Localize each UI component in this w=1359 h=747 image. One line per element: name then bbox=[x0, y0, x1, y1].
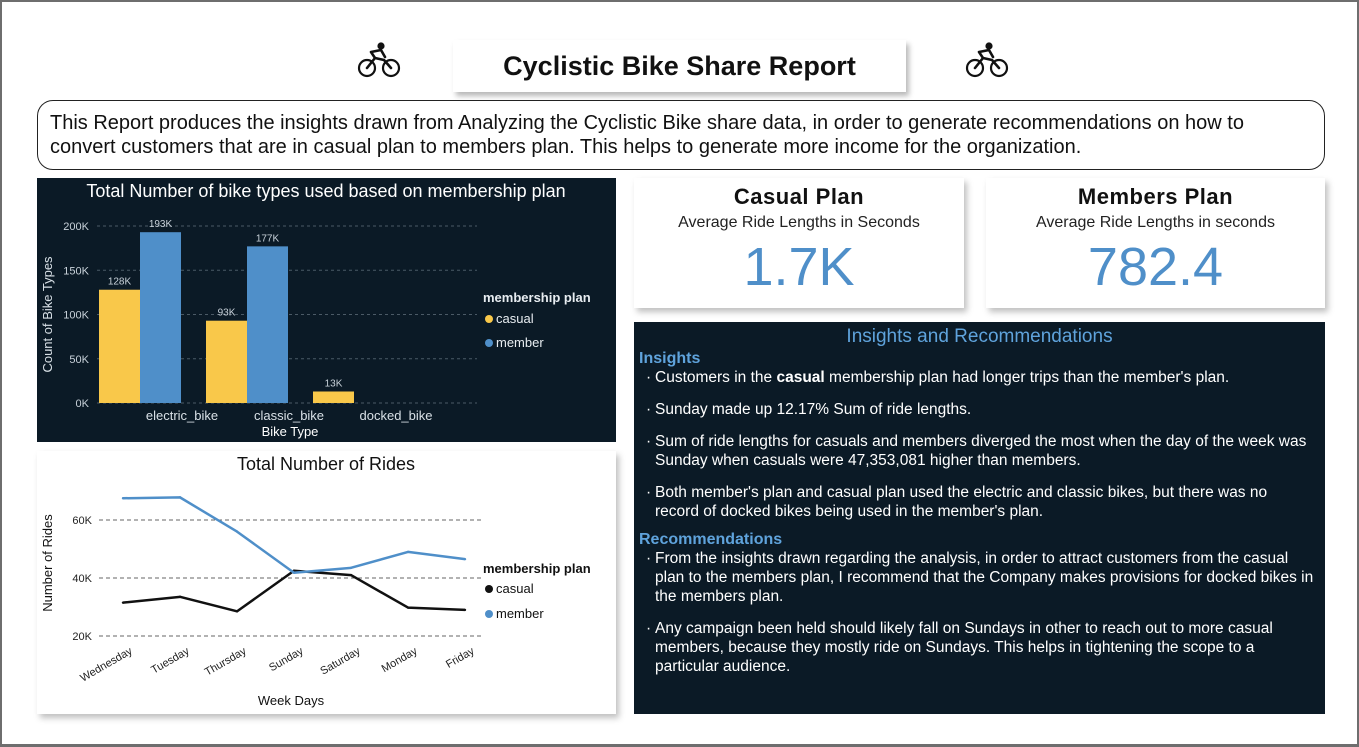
casual-plan-subtitle: Average Ride Lengths in Seconds bbox=[678, 214, 920, 231]
bar-data-label: 177K bbox=[256, 233, 280, 244]
chart-title: Total Number of bike types used based on… bbox=[86, 181, 565, 201]
legend-label: member bbox=[496, 606, 544, 621]
line-point-member bbox=[235, 530, 239, 533]
recommendations-label: Recommendations bbox=[639, 531, 783, 548]
members-plan-value: 782.4 bbox=[1087, 237, 1224, 297]
bar-casual bbox=[313, 391, 354, 403]
bar-data-label: 193K bbox=[149, 219, 173, 230]
bar-casual bbox=[206, 320, 247, 403]
line-point-member bbox=[463, 557, 467, 561]
y-tick-label: 0K bbox=[76, 398, 90, 410]
insights-list: Customers in the casual membership plan … bbox=[646, 368, 1315, 521]
cyclist-icon bbox=[357, 42, 401, 78]
line-point-member bbox=[178, 496, 182, 499]
x-tick-label: classic_bike bbox=[254, 408, 324, 423]
line-point-casual bbox=[463, 608, 467, 612]
bar-data-label: 13K bbox=[325, 378, 343, 389]
cyclist-icon bbox=[965, 42, 1009, 78]
x-axis-label: Week Days bbox=[258, 693, 325, 708]
line-casual bbox=[122, 569, 466, 613]
bike-type-chart-panel: Total Number of bike types used based on… bbox=[37, 178, 616, 442]
report-title: Cyclistic Bike Share Report bbox=[503, 50, 856, 81]
insight-item: Sum of ride lengths for casuals and memb… bbox=[646, 432, 1315, 470]
y-tick-label: 20K bbox=[72, 631, 92, 643]
line-point-member bbox=[121, 497, 125, 500]
y-tick-label: 100K bbox=[63, 310, 89, 322]
legend-title: membership plan bbox=[483, 290, 591, 305]
bar-casual bbox=[99, 289, 140, 403]
y-tick-label: 150K bbox=[63, 265, 89, 277]
legend-label: casual bbox=[496, 581, 534, 596]
legend-marker-member bbox=[485, 610, 493, 618]
insights-panel: Insights and Recommendations Insights Cu… bbox=[634, 322, 1325, 714]
chart-title: Total Number of Rides bbox=[237, 454, 415, 474]
x-tick-label: Sunday bbox=[267, 645, 306, 674]
rides-chart-panel: Total Number of Rides 20K 40K 60K Number of … bbox=[37, 451, 616, 714]
legend-marker-member bbox=[485, 339, 493, 347]
x-tick-label: Wednesday bbox=[78, 645, 135, 685]
recommendation-item: From the insights drawn regarding the an… bbox=[646, 549, 1315, 606]
insights-heading: Insights and Recommendations bbox=[846, 326, 1113, 347]
casual-plan-card: Casual Plan Average Ride Lengths in Seco… bbox=[634, 178, 964, 308]
line-point-member bbox=[349, 566, 353, 570]
line-point-member bbox=[406, 550, 410, 554]
x-tick-label: Saturday bbox=[318, 645, 363, 678]
line-point-member bbox=[292, 571, 296, 574]
y-tick-label: 50K bbox=[69, 354, 89, 366]
legend-title: membership plan bbox=[483, 561, 591, 576]
x-tick-label: Friday bbox=[444, 645, 477, 671]
bar-data-label: 128K bbox=[108, 277, 132, 288]
y-axis-label: Number of Rides bbox=[40, 514, 55, 612]
recommendation-item: Any campaign been held should likely fal… bbox=[646, 619, 1315, 676]
insight-item: Sunday made up 12.17% Sum of ride length… bbox=[646, 400, 1315, 419]
line-point-casual bbox=[406, 606, 410, 609]
recommendations-list: From the insights drawn regarding the an… bbox=[646, 549, 1315, 676]
legend-marker-casual bbox=[485, 585, 493, 593]
y-tick-label: 60K bbox=[72, 515, 92, 527]
bike-type-bar-chart: Total Number of bike types used based on… bbox=[40, 181, 591, 439]
x-axis-label: Bike Type bbox=[262, 424, 319, 439]
insight-item: Customers in the casual membership plan … bbox=[646, 368, 1315, 387]
report-intro: This Report produces the insights drawn … bbox=[37, 100, 1325, 170]
y-tick-label: 200K bbox=[63, 221, 89, 233]
report-title-box: Cyclistic Bike Share Report bbox=[453, 40, 906, 92]
insight-item: Both member's plan and casual plan used … bbox=[646, 483, 1315, 521]
insights-label: Insights bbox=[639, 350, 701, 367]
rides-line-chart: Total Number of Rides 20K 40K 60K Number of … bbox=[40, 454, 591, 708]
x-tick-label: Tuesday bbox=[149, 645, 192, 677]
members-plan-subtitle: Average Ride Lengths in seconds bbox=[1036, 214, 1275, 231]
line-point-casual bbox=[235, 610, 239, 613]
legend-marker-casual bbox=[485, 315, 493, 323]
line-member bbox=[122, 496, 466, 575]
legend-label: member bbox=[496, 335, 544, 350]
x-tick-label: Monday bbox=[380, 645, 420, 675]
bar-member bbox=[140, 232, 181, 403]
members-plan-title: Members Plan bbox=[1077, 184, 1234, 209]
members-plan-card: Members Plan Average Ride Lengths in sec… bbox=[986, 178, 1325, 308]
line-point-casual bbox=[178, 595, 182, 599]
casual-plan-title: Casual Plan bbox=[733, 184, 865, 209]
x-tick-label: Thursday bbox=[203, 645, 249, 679]
line-point-casual bbox=[121, 601, 125, 604]
legend-label: casual bbox=[496, 311, 534, 326]
casual-plan-value: 1.7K bbox=[743, 237, 855, 297]
y-tick-label: 40K bbox=[72, 573, 92, 585]
y-axis-label: Count of Bike Types bbox=[40, 256, 55, 373]
x-tick-label: docked_bike bbox=[360, 408, 433, 423]
line-point-casual bbox=[349, 573, 353, 577]
bar-data-label: 93K bbox=[218, 308, 236, 319]
x-tick-label: electric_bike bbox=[146, 408, 218, 423]
bar-member bbox=[247, 246, 288, 403]
